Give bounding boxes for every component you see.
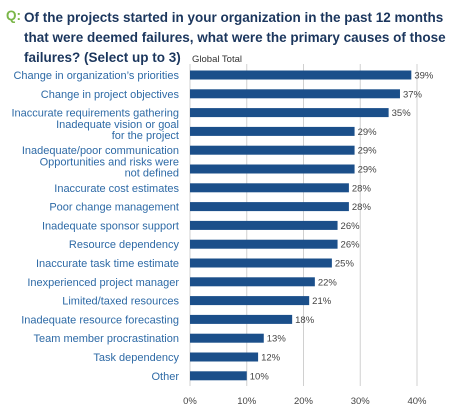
category-label: Change in organization’s priorities [13,70,179,82]
x-tick-label: 0% [183,396,197,407]
category-label: Inadequate resource forecasting [21,314,179,326]
category-label: for the project [112,130,179,142]
bar [190,183,349,193]
bar [190,296,310,306]
value-label: 29% [358,146,378,157]
category-label: Team member procrastination [33,333,179,345]
value-label: 21% [312,296,332,307]
category-label: Inaccurate task time estimate [36,258,179,270]
value-label: 22% [318,277,338,288]
value-label: 13% [267,334,287,345]
bar [190,314,293,324]
category-label: Inaccurate cost estimates [54,183,179,195]
series-label: Global Total [192,54,242,65]
category-label: Inadequate/poor communication [22,145,179,157]
value-label: 29% [358,127,378,138]
bar [190,145,355,155]
value-label: 28% [352,183,372,194]
bar [190,70,412,80]
category-label: not defined [125,168,179,180]
category-label: Task dependency [93,352,179,364]
value-label: 39% [414,71,434,82]
category-label: Poor change management [49,202,179,214]
bar [190,220,338,230]
question-title: Of the projects started in your organiza… [24,10,446,65]
category-label: Inaccurate requirements gathering [11,108,179,120]
bar [190,277,315,287]
bar [190,239,338,249]
value-label: 25% [335,259,355,270]
value-label: 28% [352,202,372,213]
bar [190,89,400,99]
category-label: Limited/taxed resources [62,296,179,308]
bar [190,352,259,362]
category-label: Change in project objectives [41,89,180,101]
value-label: 37% [403,89,423,100]
bar [190,202,349,212]
value-label: 18% [295,315,315,326]
question-prefix: Q: [6,8,21,23]
x-tick-label: 30% [351,396,371,407]
category-label: Resource dependency [69,239,180,251]
category-label: Inadequate sponsor support [42,220,179,232]
value-label: 10% [250,371,270,382]
bar [190,371,247,381]
value-label: 26% [341,221,361,232]
category-label: Other [151,371,179,383]
bar [190,164,355,174]
category-label: Inadequate vision or goal [56,119,179,131]
value-label: 12% [261,353,281,364]
x-tick-label: 40% [407,396,427,407]
category-label: Opportunities and risks were [40,157,179,169]
bar [190,258,332,268]
value-label: 35% [392,108,412,119]
category-label: Inexperienced project manager [27,277,179,289]
bar [190,333,264,343]
x-tick-label: 20% [294,396,314,407]
value-label: 26% [341,240,361,251]
bar [190,126,355,136]
value-label: 29% [358,165,378,176]
bar [190,108,389,118]
x-tick-label: 10% [237,396,257,407]
